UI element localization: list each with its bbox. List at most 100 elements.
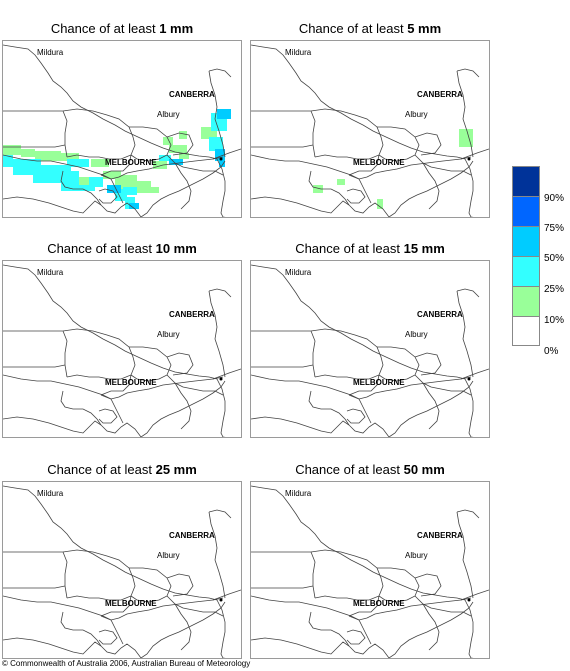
boundary-line xyxy=(208,68,232,78)
boundary-line xyxy=(348,374,380,396)
rainfall-probability-cell xyxy=(71,183,95,191)
copyright-footer: © Commonwealth of Australia 2006, Austra… xyxy=(2,659,251,668)
coastal-point-marker xyxy=(467,598,471,602)
place-label-melbourne: MELBOURNE xyxy=(353,158,405,167)
boundary-line xyxy=(60,611,102,647)
boundary-line xyxy=(3,154,224,180)
rainfall-probability-cell xyxy=(219,159,225,167)
boundary-line xyxy=(3,485,218,601)
boundary-line xyxy=(464,599,474,658)
boundary-line xyxy=(100,174,124,204)
boundary-line xyxy=(212,368,241,380)
boundary-line xyxy=(310,549,384,601)
boundary-line xyxy=(208,511,226,599)
boundary-line xyxy=(3,601,226,658)
boundary-line xyxy=(308,611,350,647)
boundary-line xyxy=(456,511,474,599)
boundary-line xyxy=(129,126,172,162)
place-label-melbourne: MELBOURNE xyxy=(105,378,157,387)
probability-legend xyxy=(512,166,540,346)
panel-title-1mm: Chance of at least 1 mm xyxy=(50,21,194,36)
boundary-line xyxy=(414,573,442,597)
rainfall-probability-cell xyxy=(123,187,137,195)
boundary-line xyxy=(60,390,102,426)
rainfall-probability-cell xyxy=(337,179,345,185)
boundary-line xyxy=(3,160,226,217)
rainfall-probability-cell xyxy=(215,149,225,161)
rainfall-probability-cell xyxy=(35,151,61,161)
boundary-line xyxy=(308,170,350,206)
boundary-line xyxy=(62,549,136,601)
place-label-canberra: CANBERRA xyxy=(169,531,215,540)
boundary-line xyxy=(3,330,68,378)
map-drawing: Mildura CANBERRA Albury MELBOURNE xyxy=(251,264,489,437)
boundary-line xyxy=(100,394,124,424)
boundary-line xyxy=(456,509,480,519)
map-drawing: Mildura CANBERRA Albury MELBOURNE xyxy=(251,44,489,217)
map-drawing: Mildura CANBERRA Albury MELBOURNE xyxy=(3,264,241,437)
boundary-line xyxy=(251,264,466,380)
rainfall-probability-cell xyxy=(159,155,171,161)
boundary-line xyxy=(216,158,226,217)
boundary-line xyxy=(377,567,420,603)
boundary-line xyxy=(100,374,132,396)
place-label-albury: Albury xyxy=(405,551,428,560)
rainfall-probability-cell xyxy=(13,165,71,175)
boundary-line xyxy=(377,126,420,162)
boundary-line xyxy=(414,352,442,376)
rainfall-probability-cell xyxy=(121,181,151,191)
rainfall-probability-cell xyxy=(103,171,121,179)
boundary-line xyxy=(3,380,226,437)
boundary-line xyxy=(98,408,118,424)
rainfall-probability-cell xyxy=(3,155,13,161)
rainfall-probability-cell xyxy=(89,177,103,187)
boundary-line xyxy=(310,328,384,380)
panel-title-15mm: Chance of at least 15 mm xyxy=(295,241,445,256)
boundary-line xyxy=(464,158,474,217)
boundary-line xyxy=(456,68,480,78)
panel-title-10mm: Chance of at least 10 mm xyxy=(47,241,197,256)
boundary-line xyxy=(348,174,372,204)
boundary-line xyxy=(460,589,489,601)
map-panel-5mm: Mildura CANBERRA Albury MELBOURNE xyxy=(250,40,490,218)
coastal-point-marker xyxy=(219,157,223,161)
boundary-line xyxy=(223,216,226,217)
legend-swatch-10 xyxy=(512,286,540,316)
boundary-line xyxy=(3,551,68,599)
boundary-line xyxy=(460,148,489,160)
legend-label-75: 75% xyxy=(544,223,565,234)
map-panel-25mm: Mildura CANBERRA Albury MELBOURNE xyxy=(2,481,242,659)
map-panel-50mm: Mildura CANBERRA Albury MELBOURNE xyxy=(250,481,490,659)
panel-title-25mm: Chance of at least 25 mm xyxy=(47,462,197,477)
place-label-canberra: CANBERRA xyxy=(169,310,215,319)
boundary-line xyxy=(456,288,480,298)
boundary-line xyxy=(62,108,136,160)
boundary-line xyxy=(100,595,132,617)
boundary-line xyxy=(62,328,136,380)
boundary-line xyxy=(414,132,442,156)
legend-label-10: 10% xyxy=(544,315,565,326)
place-label-mildura: Mildura xyxy=(37,489,64,498)
rainfall-probability-cell xyxy=(61,153,79,161)
place-label-albury: Albury xyxy=(157,551,180,560)
boundary-line xyxy=(100,615,124,645)
boundary-line xyxy=(456,290,474,378)
boundary-line xyxy=(60,170,102,206)
rainfall-probability-cell xyxy=(459,129,473,147)
rainfall-probability-cell xyxy=(67,159,89,167)
place-label-melbourne: MELBOURNE xyxy=(105,158,157,167)
boundary-line xyxy=(251,601,474,658)
boundary-line xyxy=(212,589,241,601)
boundary-line xyxy=(100,154,132,176)
boundary-line xyxy=(251,374,472,400)
boundary-line xyxy=(251,330,316,378)
place-label-mildura: Mildura xyxy=(285,48,312,57)
place-label-mildura: Mildura xyxy=(285,489,312,498)
boundary-line xyxy=(251,44,466,160)
boundary-line xyxy=(3,44,218,160)
coastal-point-marker xyxy=(467,377,471,381)
boundary-line xyxy=(3,374,224,400)
boundary-line xyxy=(251,364,314,368)
boundary-line xyxy=(471,657,474,658)
place-label-mildura: Mildura xyxy=(37,268,64,277)
